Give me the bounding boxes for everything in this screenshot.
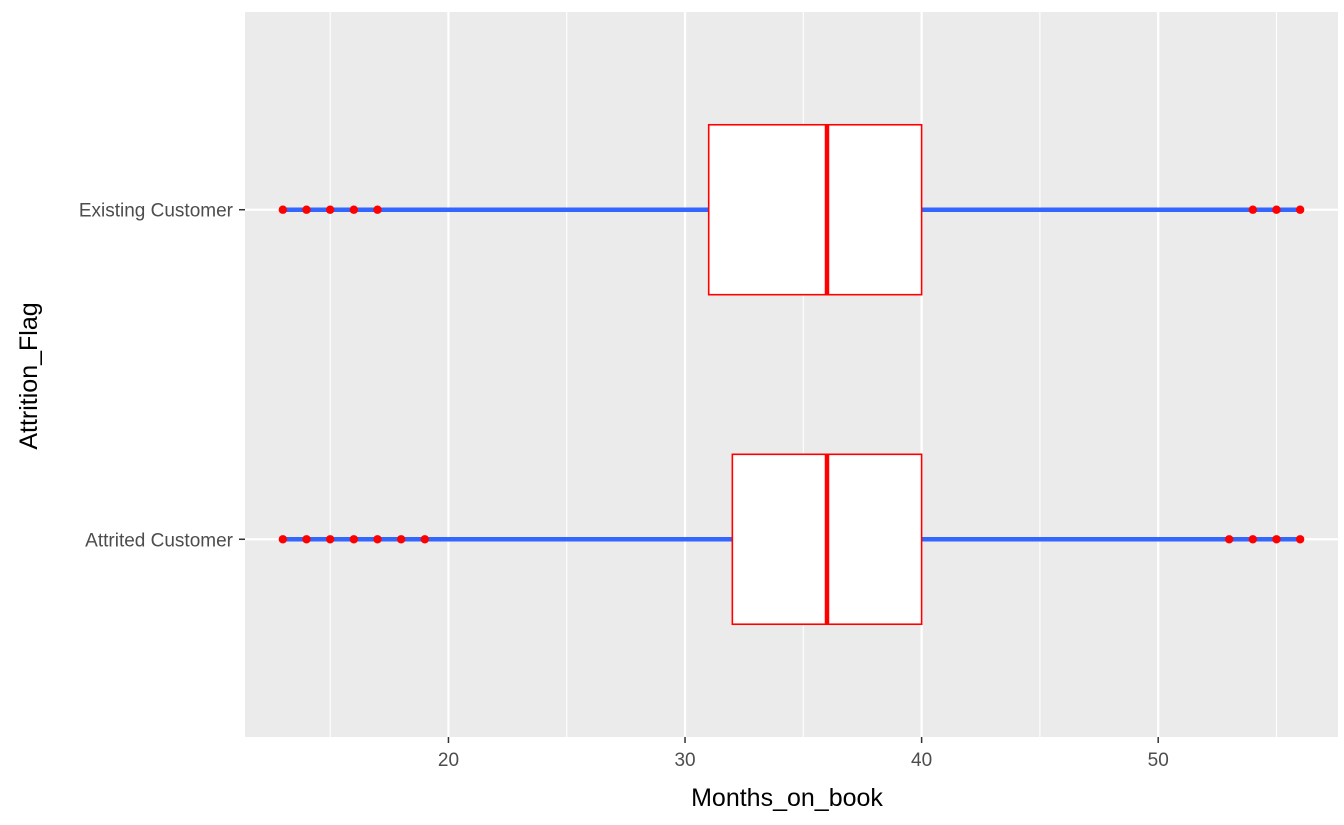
x-tick-label: 50 xyxy=(1148,750,1169,771)
x-axis: 20 30 40 50 xyxy=(438,737,1169,771)
outlier-point xyxy=(325,205,335,214)
box-attrited-customer xyxy=(278,453,1305,626)
outlier-point xyxy=(373,205,382,214)
y-axis: Attrited Customer Existing Customer xyxy=(79,201,245,551)
outlier-point xyxy=(325,535,335,544)
outlier-point xyxy=(1272,205,1281,214)
outlier-point xyxy=(278,535,288,544)
outlier-point xyxy=(1295,205,1305,214)
outlier-point xyxy=(349,535,359,544)
outlier-point xyxy=(278,205,288,214)
outlier-point xyxy=(1272,535,1281,544)
outlier-point xyxy=(373,535,382,544)
y-tick-label: Existing Customer xyxy=(79,201,234,222)
x-tick-label: 20 xyxy=(438,750,459,771)
box-existing-customer xyxy=(278,123,1305,296)
outlier-point xyxy=(1295,535,1305,544)
outlier-point xyxy=(302,535,311,544)
outlier-point xyxy=(1248,205,1258,214)
panel-background xyxy=(245,12,1338,737)
box-iqr xyxy=(707,123,923,296)
outlier-point xyxy=(1248,535,1258,544)
outlier-point xyxy=(396,535,406,544)
outlier-point xyxy=(1224,535,1234,544)
x-tick-label: 30 xyxy=(674,750,695,771)
outlier-point xyxy=(349,205,359,214)
boxes-layer xyxy=(278,123,1305,626)
y-tick-label: Attrited Customer xyxy=(85,530,233,551)
x-axis-title: Months_on_book xyxy=(691,784,883,812)
outlier-point xyxy=(420,535,430,544)
x-tick-label: 40 xyxy=(911,750,932,771)
y-axis-title: Attrition_Flag xyxy=(15,302,43,449)
outlier-point xyxy=(302,205,311,214)
